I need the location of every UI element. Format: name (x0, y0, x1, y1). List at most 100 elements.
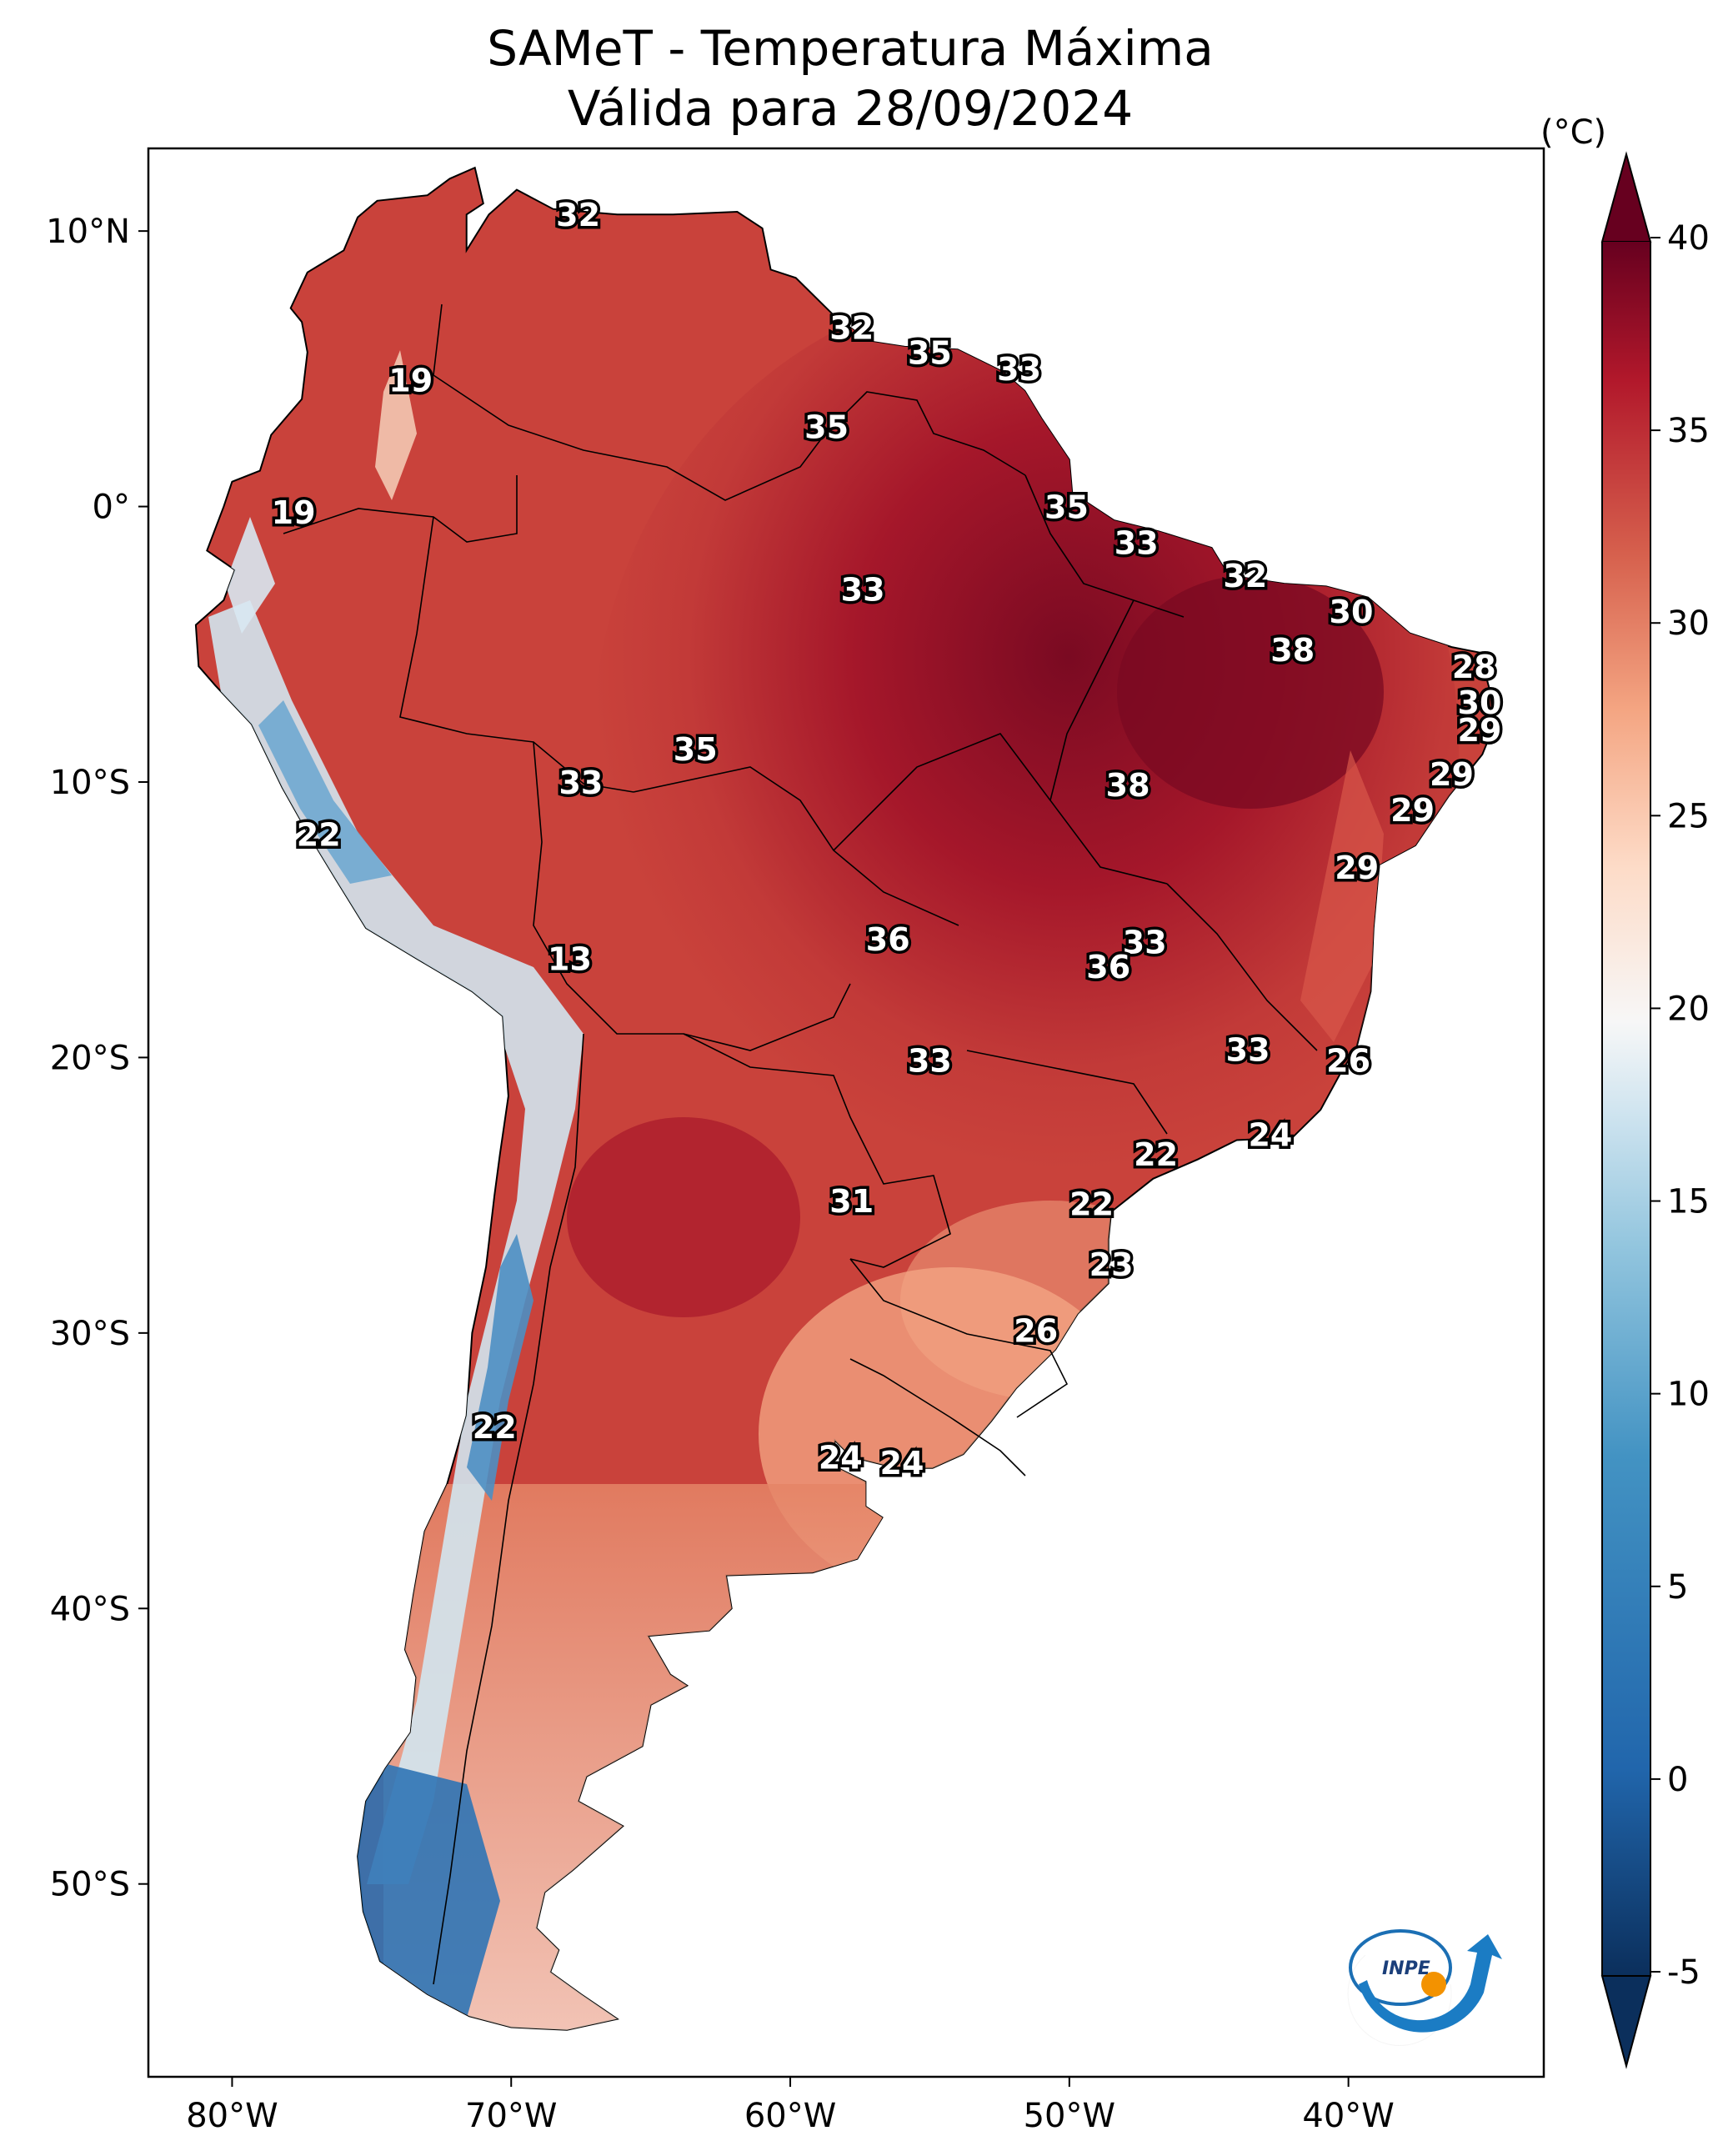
border-bolivia-peru-chile (533, 741, 851, 1051)
temperature-label: 22 (1134, 1136, 1178, 1173)
colorbar-tick-label: 5 (1667, 1568, 1688, 1607)
colorbar-outline (1601, 242, 1651, 1976)
temperature-label: 22 (1069, 1186, 1114, 1222)
inpe-logo: INPE (1347, 1929, 1502, 2046)
inpe-orbit-icon (1349, 1929, 1452, 2006)
temperature-label: 36 (1086, 949, 1130, 985)
hot-core-northeast (1117, 575, 1384, 809)
colorbar-tick-label: 0 (1667, 1761, 1688, 1799)
lat-tick-label: 20°S (50, 1039, 130, 1077)
temperature-label: 26 (1326, 1043, 1370, 1080)
temperature-label: 23 (1089, 1246, 1134, 1283)
temperature-label: 33 (841, 572, 885, 609)
colorbar-tick-label: 25 (1667, 797, 1710, 835)
temperature-label: 33 (908, 1043, 952, 1080)
map-title-line-2: Válida para 28/09/2024 (567, 80, 1134, 137)
temperature-label: 33 (1114, 524, 1159, 561)
temperature-label: 38 (1270, 632, 1315, 669)
longitude-axis: 80°W 70°W 60°W 50°W 40°W (186, 2077, 1395, 2135)
border-brazil-states-south (966, 1050, 1168, 1135)
colorbar-tick-label: 15 (1667, 1183, 1710, 1221)
temperature-label: 19 (388, 362, 433, 399)
temperature-label: 35 (674, 731, 718, 768)
temperature-label: 31 (829, 1183, 874, 1220)
temperature-label: 32 (556, 197, 600, 233)
temperature-label: 24 (819, 1439, 863, 1476)
andes-peru-cold (258, 700, 392, 884)
map-axes-border (147, 147, 1545, 2078)
inpe-arrow-icon (1359, 1934, 1502, 2033)
temperature-label: 33 (1123, 924, 1167, 960)
lat-tick-label: 50°S (50, 1866, 130, 1904)
border-brazil-states-west (833, 733, 1051, 851)
colorbar-tick-label: 30 (1667, 604, 1710, 643)
temperature-label: 13 (548, 940, 592, 977)
border-argentina-brazil (849, 1258, 1069, 1418)
andes-chile-cold (467, 1234, 533, 1501)
border-guianas (824, 391, 1026, 476)
latitude-axis: 10°N 0° 10°S 20°S 30°S 40°S 50°S (46, 213, 148, 1904)
border-chile-argentina (433, 1033, 584, 1985)
temperature-label: 28 (1452, 649, 1496, 685)
ecuador-andes-cool (225, 517, 275, 634)
border-paraguay (683, 1033, 951, 1268)
temperature-label: 35 (804, 409, 849, 446)
colorbar-tick-label: 35 (1667, 412, 1710, 450)
east-coast-mild (1300, 750, 1384, 1042)
temperature-label: 24 (1248, 1117, 1292, 1154)
border-uruguay (849, 1358, 1026, 1477)
temperature-label: 38 (1106, 767, 1150, 804)
lon-tick-label: 60°W (744, 2097, 836, 2135)
colorbar-tick-label: 40 (1667, 219, 1710, 258)
temperature-label: 32 (829, 310, 874, 347)
temperature-label: 35 (1044, 489, 1089, 525)
border-brazil-states-east (1166, 883, 1318, 1051)
temperature-label: 33 (558, 765, 603, 801)
lat-tick-label: 30°S (50, 1315, 130, 1353)
lon-tick-label: 40°W (1302, 2097, 1394, 2135)
temperature-label: 22 (297, 817, 341, 854)
temperature-label: 26 (1014, 1312, 1058, 1349)
colorbar-unit: (°C) (1540, 113, 1606, 152)
border-brazil-states-north (1024, 474, 1185, 618)
colorbar-min-extension (1600, 1975, 1652, 2069)
inpe-sun-icon (1421, 1972, 1446, 1997)
colorbar-ramp (1602, 242, 1650, 1976)
temperature-label: 19 (272, 494, 316, 531)
temperature-label: 29 (1458, 712, 1502, 749)
colorbar-tick-label: 10 (1667, 1376, 1710, 1414)
temperature-label: 36 (866, 921, 910, 958)
lat-tick-label: 10°S (50, 764, 130, 802)
colorbar-max-extension (1600, 151, 1652, 243)
lat-tick-label: 40°S (50, 1590, 130, 1628)
lon-tick-label: 50°W (1024, 2097, 1115, 2135)
inpe-logo-text: INPE (1382, 1958, 1430, 1979)
temperature-label: 22 (473, 1409, 517, 1446)
temperature-label: 29 (1390, 792, 1435, 829)
temperature-label: 35 (908, 334, 952, 371)
temperature-label: 32 (1223, 558, 1267, 594)
lon-tick-label: 70°W (465, 2097, 557, 2135)
temperature-label: 33 (997, 351, 1041, 388)
temperature-label: 29 (1430, 756, 1474, 793)
country-borders (283, 303, 1318, 1985)
temperature-label: 29 (1335, 850, 1379, 886)
border-bolivia-brazil (633, 766, 959, 926)
temperature-label: 33 (1226, 1031, 1270, 1068)
colombia-andes-cool (375, 350, 417, 500)
border-colombia-ecuador-peru (283, 475, 518, 543)
colorbar: (°C) 40 35 30 25 20 15 10 5 0 -5 (1540, 113, 1710, 2069)
temperature-label: 30 (1458, 684, 1502, 721)
hot-core-chaco (567, 1117, 800, 1317)
colorbar-tick-label: -5 (1667, 1953, 1700, 1992)
map-title-line-1: SAMeT - Temperatura Máxima (487, 20, 1214, 77)
border-peru-brazil (399, 516, 634, 793)
lat-tick-label: 10°N (46, 213, 130, 251)
lat-tick-label: 0° (93, 489, 130, 527)
colorbar-ticks: 40 35 30 25 20 15 10 5 0 -5 (1650, 219, 1710, 1992)
border-brazil-states-central (1049, 599, 1168, 885)
temperature-label: 24 (880, 1445, 924, 1482)
border-colombia-venezuela (433, 303, 826, 501)
